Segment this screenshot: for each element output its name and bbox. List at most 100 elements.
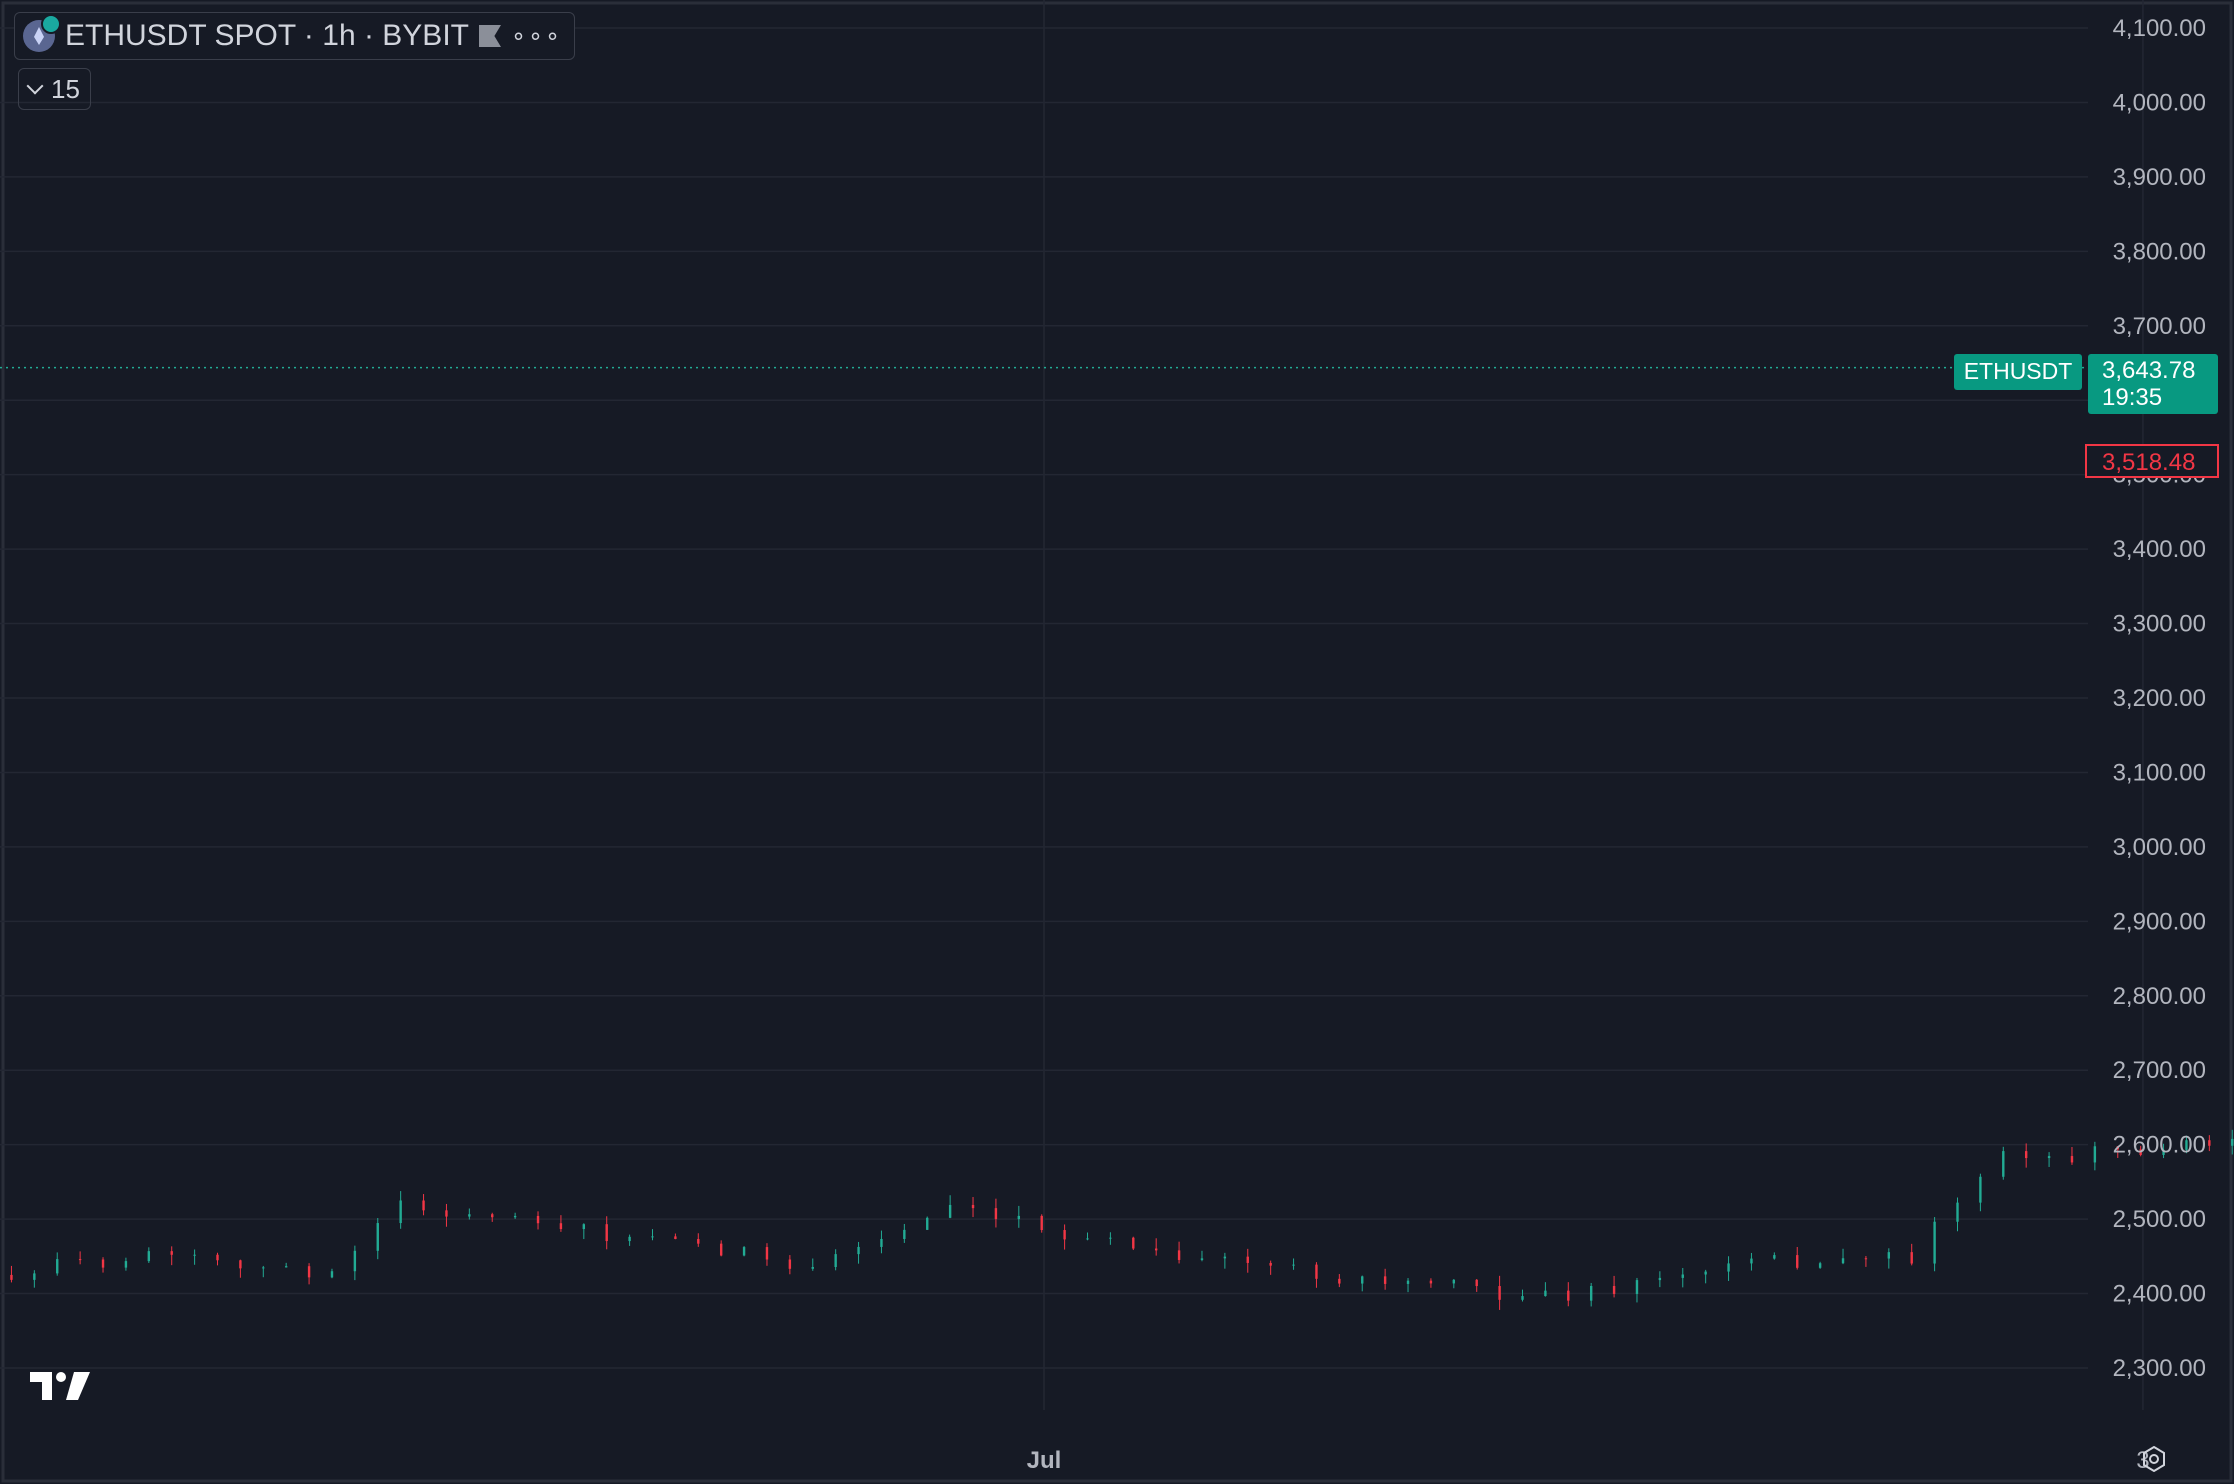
candle-body [10,1274,13,1280]
indicators-count: 15 [51,73,80,104]
candle-body [147,1251,151,1262]
candle-body [1338,1278,1341,1284]
candle-body [2002,1151,2005,1177]
price-tick-label: 2,400.00 [2113,1281,2206,1308]
chevron-down-icon [26,77,44,95]
candle-body [1841,1258,1845,1264]
price-tick-label: 3,200.00 [2113,685,2206,712]
price-tick-label: 2,500.00 [2113,1206,2206,1233]
price-tick-label: 2,300.00 [2113,1355,2206,1382]
price-tick-label: 3,000.00 [2113,834,2206,861]
candle-body [2093,1146,2097,1163]
price-tick-label: 3,900.00 [2113,164,2206,191]
candle-body [948,1204,952,1218]
low-price-tag [2085,444,2219,478]
candle-body [1589,1285,1593,1301]
candle-body [56,1259,59,1274]
price-tick-label: 3,400.00 [2113,536,2206,563]
candle-body [1177,1250,1181,1260]
candle-body [239,1260,242,1269]
candle-body [2162,1149,2165,1155]
candle-body [880,1238,883,1247]
candle-body [1498,1286,1501,1300]
candle-body [903,1229,906,1239]
price-tick-label: 3,300.00 [2113,611,2206,638]
candle-body [2070,1156,2074,1163]
bar-countdown: 19:35 [2102,384,2162,411]
candle-body [491,1214,494,1218]
candle-body [536,1215,540,1224]
candle-body [1773,1255,1776,1259]
candle-body [994,1208,998,1220]
gear-icon[interactable] [2141,1446,2167,1472]
low-price-value: 3,518.48 [2102,449,2195,476]
candle-body [1452,1279,1456,1284]
candle-body [1979,1176,1982,1203]
candle-body [78,1259,82,1261]
ethereum-coin-icon [23,14,61,52]
candle-body [1429,1280,1433,1284]
candle-body [2139,1149,2142,1155]
candle-body [1956,1202,1959,1222]
indicators-collapse-button[interactable]: 15 [18,68,91,110]
candle-body [1406,1280,1410,1284]
candle-body [834,1254,837,1268]
candle-body [284,1266,288,1268]
price-tick-label: 4,000.00 [2113,89,2206,116]
price-tick-label: 2,900.00 [2113,908,2206,935]
tradingview-logo[interactable] [30,1370,90,1402]
candle-body [788,1259,792,1269]
price-tick-label: 3,100.00 [2113,759,2206,786]
symbol-legend[interactable]: ETHUSDT SPOT · 1h · BYBIT ∘∘∘ [14,12,576,60]
candle-body [1544,1290,1547,1297]
candle-body [628,1236,631,1242]
candle-body [1361,1276,1364,1284]
price-tick-label: 2,800.00 [2113,983,2206,1010]
candle-body [651,1236,654,1238]
candle-body [1864,1258,1868,1260]
price-tick-label: 4,100.00 [2113,15,2206,42]
candle-body [1704,1271,1707,1275]
candle-body [1063,1230,1066,1240]
candle-body [765,1247,769,1260]
candle-body [1383,1276,1387,1284]
candle-body [719,1243,723,1256]
candle-body [513,1215,517,1218]
flag-icon[interactable] [478,25,501,47]
candle-body [33,1273,36,1280]
candle-body [697,1239,700,1244]
candle-body [1658,1277,1662,1281]
symbol-tag [1954,354,2082,390]
candle-body [811,1267,814,1269]
candle-body [1727,1263,1730,1272]
candle-body [1933,1221,1936,1264]
candle-body [971,1204,975,1209]
candle-body [2231,1138,2234,1146]
candle-body [124,1261,128,1268]
candle-body [1910,1252,1913,1264]
candle-body [926,1217,929,1230]
candle-body [1154,1248,1158,1251]
candle-body [193,1254,196,1256]
candle-body [1521,1296,1524,1300]
candle-body [445,1210,448,1217]
candle-body [2185,1140,2188,1150]
candle-body [1635,1280,1639,1294]
candle-body [605,1224,608,1242]
candle-body [399,1200,402,1224]
candle-body [2024,1151,2028,1159]
candle-body [1796,1255,1799,1268]
candle-body [1086,1238,1089,1240]
candle-body [1132,1237,1135,1249]
symbol-title[interactable]: ETHUSDT SPOT · 1h · BYBIT [65,19,469,52]
last-price-symbol-label: ETHUSDT [1964,358,2073,384]
more-horizontal-icon[interactable]: ∘∘∘ [510,22,563,50]
candle-body [1269,1262,1272,1266]
candle-body [216,1254,219,1261]
candle-body [2208,1140,2211,1146]
candle-body [2116,1146,2119,1150]
